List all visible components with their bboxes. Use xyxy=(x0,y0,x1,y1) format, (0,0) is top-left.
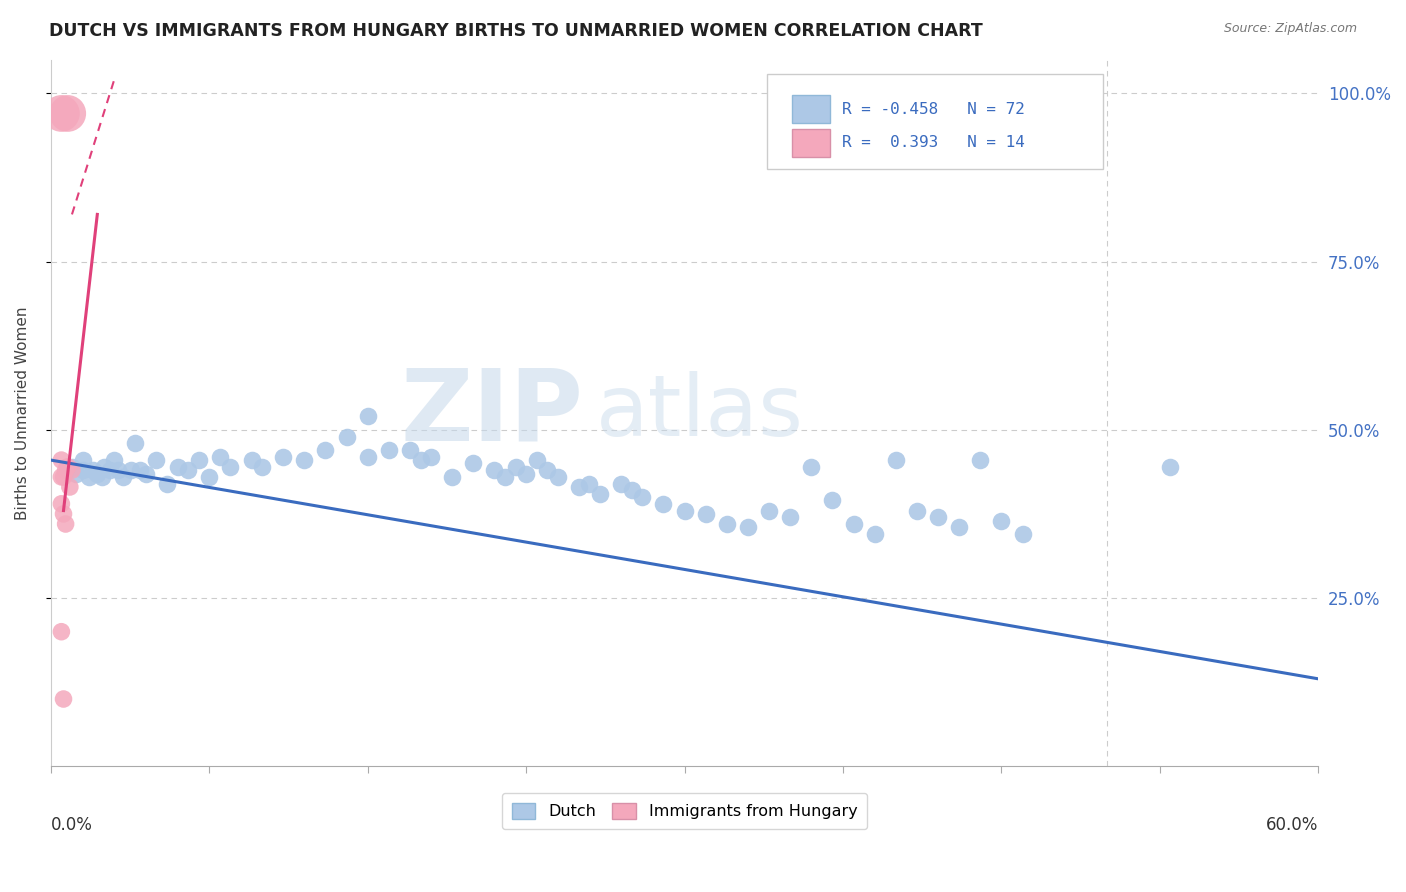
Point xyxy=(240,453,263,467)
Point xyxy=(198,470,221,484)
Point xyxy=(652,497,675,511)
Legend: Dutch, Immigrants from Hungary: Dutch, Immigrants from Hungary xyxy=(502,793,868,829)
Text: R =  0.393   N = 14: R = 0.393 N = 14 xyxy=(842,136,1025,151)
Point xyxy=(1011,527,1033,541)
Point xyxy=(86,467,108,481)
Point xyxy=(884,453,907,467)
Point xyxy=(758,503,780,517)
Point xyxy=(93,459,115,474)
Point xyxy=(56,463,79,477)
Point xyxy=(135,467,157,481)
Point xyxy=(271,450,294,464)
Point xyxy=(219,459,242,474)
Point xyxy=(156,476,179,491)
Point xyxy=(1159,459,1181,474)
Text: 0.0%: 0.0% xyxy=(51,816,93,834)
Point xyxy=(60,463,83,477)
Point xyxy=(536,463,558,477)
Point xyxy=(842,516,865,531)
Point xyxy=(51,106,73,120)
Point xyxy=(145,453,167,467)
Point xyxy=(51,470,73,484)
Point xyxy=(52,470,75,484)
Text: R = -0.458   N = 72: R = -0.458 N = 72 xyxy=(842,102,1025,117)
Point xyxy=(128,463,150,477)
Point xyxy=(357,450,380,464)
Point xyxy=(863,527,886,541)
Point xyxy=(821,493,844,508)
Text: 60.0%: 60.0% xyxy=(1265,816,1319,834)
Point xyxy=(120,463,142,477)
Point xyxy=(779,510,801,524)
Point xyxy=(55,516,77,531)
Point xyxy=(441,470,464,484)
Point xyxy=(208,450,231,464)
Point xyxy=(250,459,273,474)
Point xyxy=(948,520,970,534)
Point xyxy=(72,463,94,477)
Point xyxy=(65,467,87,481)
Text: ZIP: ZIP xyxy=(401,365,583,461)
Point xyxy=(505,459,527,474)
Point xyxy=(800,459,823,474)
Point xyxy=(166,459,188,474)
Point xyxy=(187,453,209,467)
Point xyxy=(77,470,100,484)
Point xyxy=(420,450,443,464)
Point xyxy=(111,470,134,484)
Point xyxy=(399,442,422,457)
Point xyxy=(927,510,949,524)
Point xyxy=(905,503,928,517)
Bar xyxy=(793,95,831,123)
Point xyxy=(547,470,569,484)
Point xyxy=(98,463,121,477)
Point xyxy=(610,476,633,491)
Point xyxy=(695,507,717,521)
Point xyxy=(990,514,1012,528)
Point xyxy=(620,483,643,498)
Point xyxy=(52,507,75,521)
Point xyxy=(51,624,73,639)
Point xyxy=(314,442,336,457)
Point xyxy=(484,463,506,477)
Point xyxy=(673,503,696,517)
Point xyxy=(589,487,612,501)
Point xyxy=(716,516,738,531)
Point xyxy=(409,453,432,467)
Point xyxy=(56,459,79,474)
Bar xyxy=(793,128,831,157)
Point xyxy=(56,106,79,120)
Point xyxy=(82,463,104,477)
Point xyxy=(59,480,82,494)
Point xyxy=(969,453,991,467)
Point xyxy=(51,497,73,511)
Point xyxy=(526,453,548,467)
Point xyxy=(631,490,654,504)
Point xyxy=(515,467,537,481)
Point xyxy=(107,463,129,477)
Point xyxy=(124,436,146,450)
Text: DUTCH VS IMMIGRANTS FROM HUNGARY BIRTHS TO UNMARRIED WOMEN CORRELATION CHART: DUTCH VS IMMIGRANTS FROM HUNGARY BIRTHS … xyxy=(49,22,983,40)
Point xyxy=(335,429,357,443)
Y-axis label: Births to Unmarried Women: Births to Unmarried Women xyxy=(15,306,30,520)
Point xyxy=(55,463,77,477)
FancyBboxPatch shape xyxy=(766,74,1102,169)
Point xyxy=(90,470,112,484)
Point xyxy=(737,520,759,534)
Point xyxy=(51,453,73,467)
Point xyxy=(292,453,315,467)
Point xyxy=(60,459,83,474)
Point xyxy=(177,463,200,477)
Point xyxy=(357,409,380,424)
Point xyxy=(72,453,94,467)
Point xyxy=(494,470,516,484)
Point xyxy=(568,480,591,494)
Text: atlas: atlas xyxy=(596,371,804,454)
Point xyxy=(463,457,485,471)
Point xyxy=(378,442,401,457)
Point xyxy=(103,453,125,467)
Point xyxy=(52,692,75,706)
Text: Source: ZipAtlas.com: Source: ZipAtlas.com xyxy=(1223,22,1357,36)
Point xyxy=(578,476,600,491)
